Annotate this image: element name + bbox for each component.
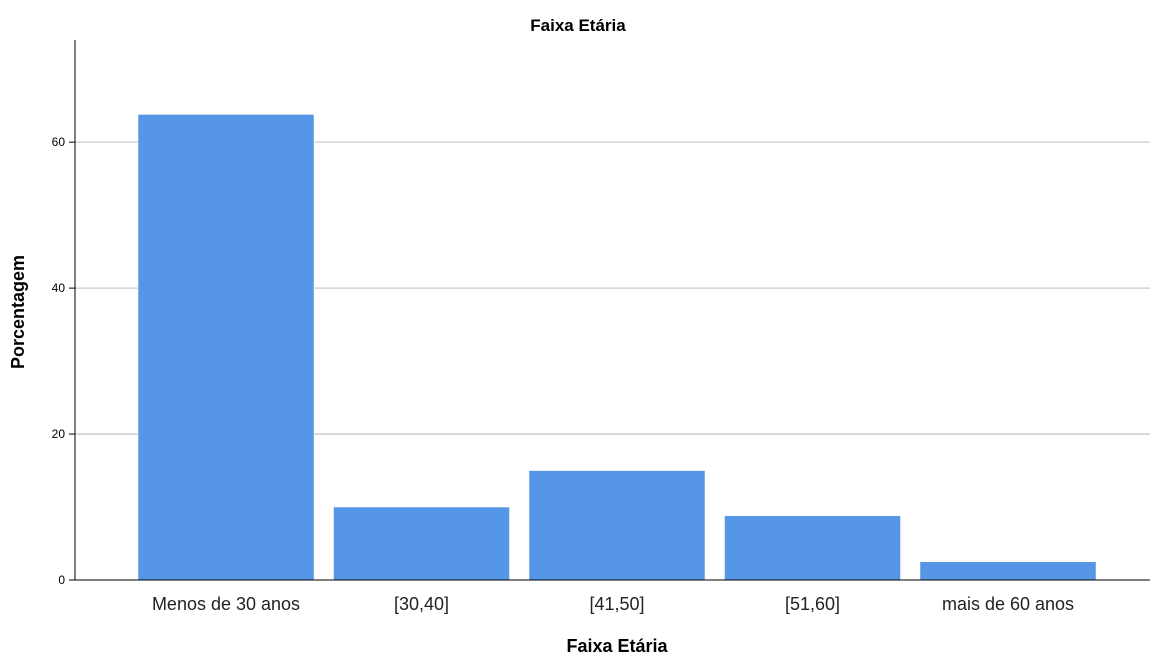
y-axis-label: Porcentagem: [8, 255, 28, 369]
x-axis-label: Faixa Etária: [566, 636, 668, 655]
x-tick-label: [30,40]: [394, 594, 449, 614]
y-tick-label: 60: [52, 135, 66, 149]
y-tick-label: 20: [52, 427, 66, 441]
bars: [137, 114, 1097, 581]
x-tick-label: mais de 60 anos: [942, 594, 1074, 614]
y-ticks: 0 20 40 60: [52, 135, 75, 587]
x-ticks: Menos de 30 anos [30,40] [41,50] [51,60] mai…: [152, 594, 1074, 614]
x-tick-label: [41,50]: [589, 594, 644, 614]
bar: [724, 515, 901, 581]
bar: [137, 114, 315, 581]
chart-title: Faixa Etária: [530, 16, 626, 35]
x-tick-label: Menos de 30 anos: [152, 594, 300, 614]
bar: [333, 506, 510, 581]
y-tick-label: 40: [52, 281, 66, 295]
y-tick-label: 0: [58, 573, 65, 587]
bar: [919, 561, 1097, 581]
bar: [528, 470, 706, 581]
x-tick-label: [51,60]: [785, 594, 840, 614]
